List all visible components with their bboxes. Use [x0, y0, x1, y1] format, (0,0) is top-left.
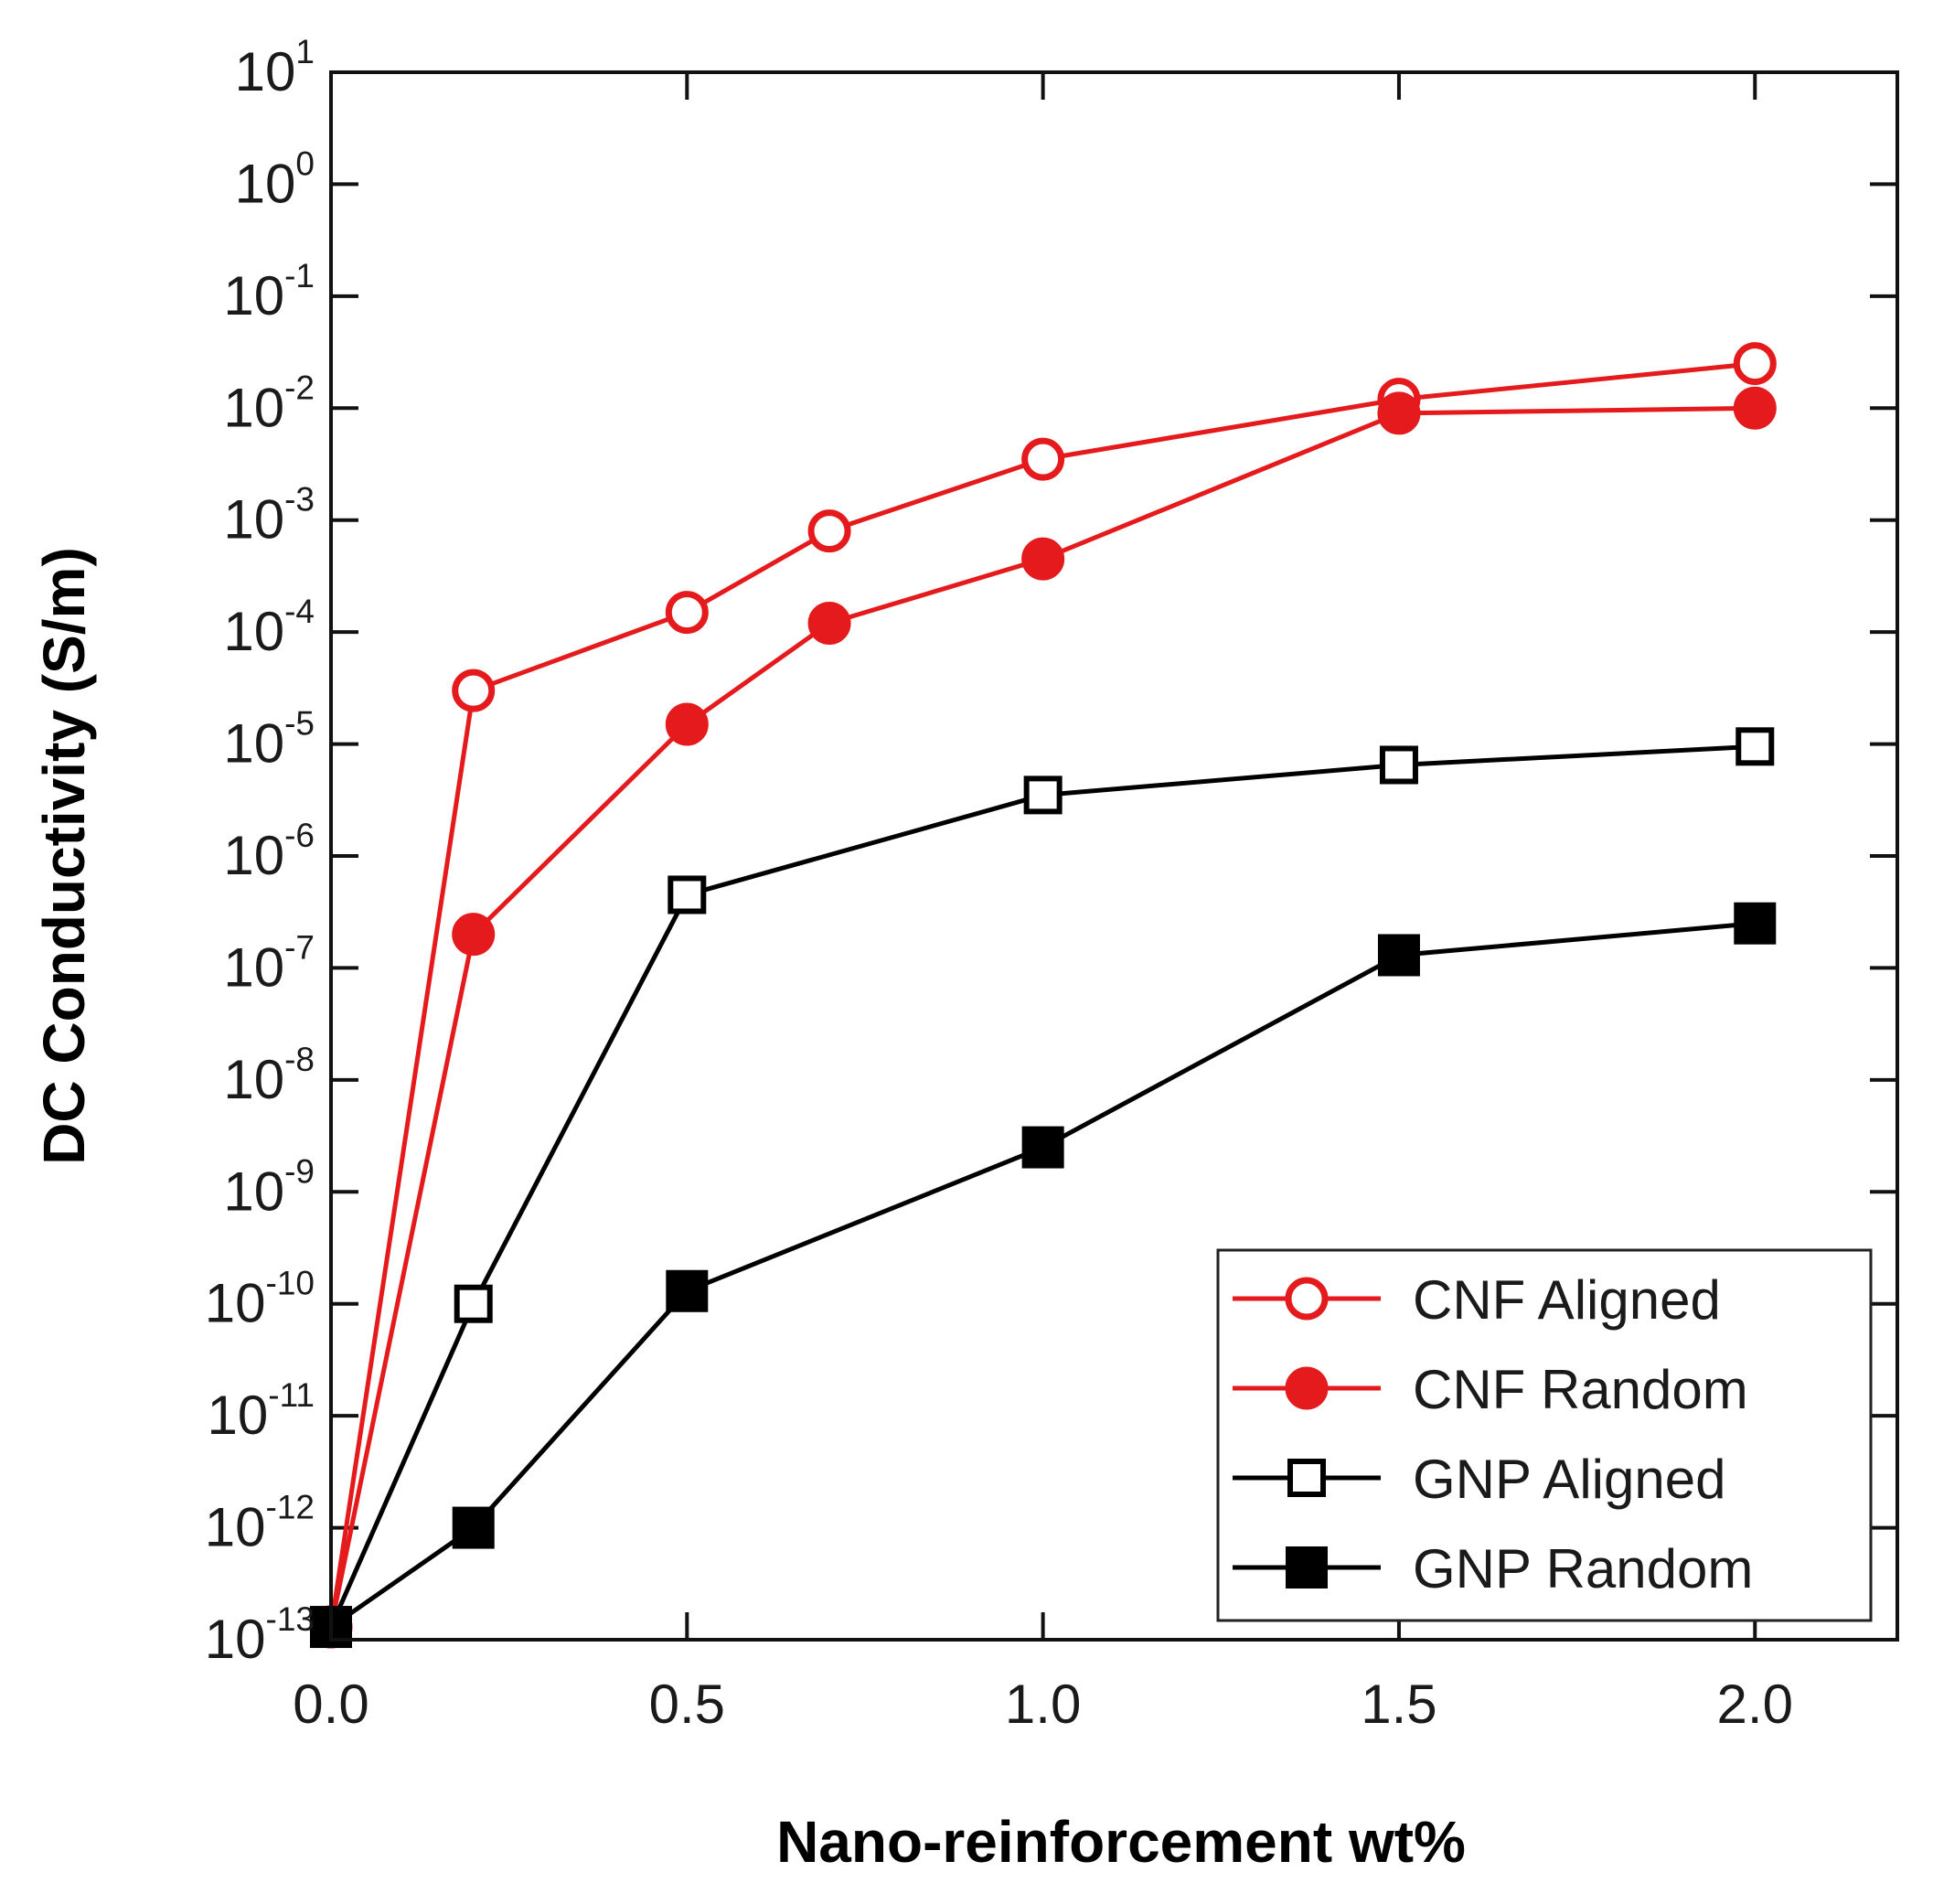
y-tick-label: 10-12: [205, 1489, 315, 1558]
data-point-cnf-random: [1021, 537, 1065, 581]
legend-marker-gnp-aligned: [1287, 1459, 1326, 1497]
x-tick-label: 2.0: [1717, 1674, 1793, 1735]
data-point-cnf-aligned: [807, 509, 851, 553]
series-line-gnp-random: [329, 921, 1756, 1630]
data-point-gnp-random: [1377, 934, 1420, 977]
series-line-gnp-aligned: [328, 743, 1756, 1629]
x-tick-label: 0.0: [293, 1674, 368, 1735]
data-point-cnf-random: [665, 702, 709, 746]
data-point-gnp-random: [1734, 902, 1777, 945]
y-tick-labels: 101 100 10-1 10-2 10-3 10-4 10-5 10-6 10-7 10-8 10…: [205, 33, 315, 1670]
data-point-gnp-aligned: [1735, 727, 1775, 766]
plot-frame: [329, 70, 1899, 1642]
x-tick-label: 1.0: [1005, 1674, 1081, 1735]
data-point-cnf-random: [807, 601, 851, 645]
data-point-cnf-aligned: [665, 591, 709, 635]
y-tick-label: 10-9: [223, 1152, 315, 1222]
y-tick-label: 10-7: [223, 928, 315, 998]
data-point-gnp-random: [666, 1269, 709, 1312]
y-tick-label: 10-8: [223, 1041, 315, 1110]
y-tick-label: 10-3: [223, 481, 315, 551]
y-tick-label: 100: [235, 144, 315, 214]
y-tick-label: 10-1: [223, 257, 315, 326]
data-point-gnp-random: [1021, 1126, 1064, 1169]
legend-marker-gnp-random: [1286, 1546, 1328, 1588]
data-point-cnf-random: [452, 913, 496, 957]
legend-marker-cnf-random: [1285, 1366, 1329, 1410]
data-point-gnp-aligned: [454, 1284, 493, 1323]
data-point-cnf-random: [1377, 391, 1421, 435]
legend-label-gnp-random: GNP Random: [1413, 1538, 1753, 1599]
y-tick-label: 10-2: [223, 369, 315, 438]
y-tick-label: 10-6: [223, 817, 315, 886]
y-tick-label: 101: [235, 33, 315, 102]
data-point-cnf-random: [1733, 386, 1777, 430]
y-tick-label: 10-5: [223, 705, 315, 775]
legend-label-cnf-aligned: CNF Aligned: [1413, 1269, 1721, 1331]
data-point-gnp-random: [452, 1506, 495, 1549]
y-tick-label: 10-13: [205, 1600, 315, 1670]
x-tick-label: 0.5: [649, 1674, 725, 1735]
data-point-gnp-aligned: [1023, 776, 1063, 815]
x-tick-labels: 0.0 0.5 1.0 1.5 2.0: [293, 1674, 1793, 1735]
data-point-cnf-aligned: [452, 669, 496, 712]
data-point-gnp-aligned: [1379, 745, 1418, 785]
series-markers: [309, 342, 1777, 1649]
y-tick-label: 10-4: [223, 593, 315, 662]
x-axis-title: Nano-reinforcement wt%: [776, 1809, 1466, 1875]
legend-marker-cnf-aligned: [1285, 1277, 1329, 1321]
y-tick-label: 10-10: [205, 1265, 315, 1334]
legend-label-gnp-aligned: GNP Aligned: [1413, 1449, 1725, 1510]
data-point-cnf-aligned: [1733, 342, 1777, 386]
data-point-cnf-aligned: [1021, 437, 1065, 481]
x-tick-label: 1.5: [1361, 1674, 1436, 1735]
data-point-gnp-aligned: [667, 875, 707, 915]
y-tick-label: 10-11: [208, 1376, 315, 1446]
legend: CNF Aligned CNF Random GNP Aligned GNP Rand…: [1216, 1248, 1873, 1622]
y-axis-title: DC Conductivity (S/m): [31, 547, 97, 1165]
legend-label-cnf-random: CNF Random: [1413, 1359, 1748, 1420]
